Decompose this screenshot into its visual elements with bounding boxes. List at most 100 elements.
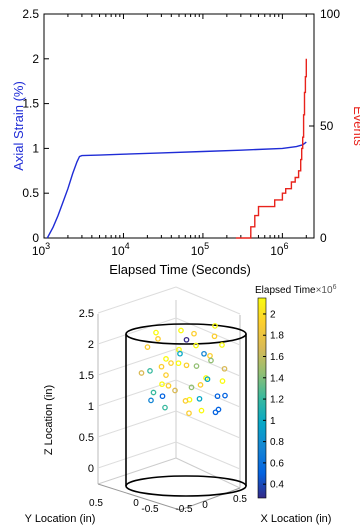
top-y-tick-label: 2 — [32, 52, 39, 66]
y-tick-label: 0.5 — [89, 498, 103, 509]
z-tick-label: 2 — [88, 339, 94, 351]
event-point — [165, 382, 172, 389]
event-point — [222, 392, 228, 399]
top-plot-frame — [43, 13, 315, 239]
event-point — [207, 352, 213, 359]
z-gridline — [97, 286, 177, 314]
top-x-tick-label: 106 — [270, 241, 288, 258]
event-point — [138, 370, 145, 376]
event-point — [183, 336, 190, 343]
colorbar-tick-label: 1 — [270, 416, 276, 427]
event-point — [196, 395, 203, 402]
event-point — [153, 329, 159, 336]
top-y-tick-label: 0.5 — [22, 186, 39, 200]
axial-strain-line — [46, 141, 307, 239]
event-point — [201, 350, 207, 357]
top-y-tick-label: 1.5 — [22, 97, 39, 111]
top-series — [46, 58, 307, 239]
event-point — [177, 350, 183, 357]
colorbar-label: Elapsed Time×106 — [255, 284, 337, 296]
z-gridline — [175, 286, 241, 315]
events-step-line — [235, 58, 307, 239]
colorbar-bar — [257, 297, 267, 499]
top-y-right-tick-label: 50 — [320, 119, 334, 133]
specimen-cylinder — [125, 323, 247, 497]
top-chart: 103 104 105 106 0 0.5 1 1.5 2 2.5 0 50 100 Axial Str… — [11, 7, 360, 277]
bottom-chart: 00.511.522.50.5 0-0.5 -0.5 00.5 Z Location … — [25, 284, 337, 525]
event-point — [219, 342, 225, 348]
event-point — [219, 378, 226, 384]
event-point — [193, 363, 200, 369]
y-tick-label: -0.5 — [141, 504, 159, 515]
colorbar-tick-label: 1.4 — [270, 373, 284, 384]
event-point — [155, 336, 161, 342]
event-point — [188, 384, 195, 391]
bottom-x-axis-label: X Location (in) — [261, 513, 332, 525]
top-ticks: 103 104 105 106 0 0.5 1 1.5 2 2.5 0 50 100 — [22, 7, 340, 258]
x-tick-label: 0 — [202, 500, 208, 511]
event-point — [183, 362, 190, 369]
event-point — [182, 398, 189, 404]
top-y-axis-label: Axial Strain (%) — [11, 81, 26, 171]
z-gridline — [97, 441, 177, 469]
bottom-y-axis-label: Y Location (in) — [25, 513, 96, 525]
z-tick-label: 0.5 — [79, 432, 94, 444]
z-gridline — [97, 317, 177, 345]
event-point — [214, 393, 221, 400]
event-point — [198, 407, 205, 414]
colorbar-tick-label: 1.6 — [270, 352, 284, 363]
event-point — [159, 381, 165, 388]
colorbar-tick-label: 0.8 — [270, 437, 284, 448]
top-y-right-tick-label: 100 — [320, 7, 340, 21]
z-tick-label: 0 — [88, 463, 94, 475]
event-point — [208, 357, 214, 364]
top-y-tick-label: 0 — [32, 231, 39, 245]
top-y-right-tick-label: 0 — [320, 231, 327, 245]
event-point — [178, 327, 184, 334]
top-y-axis-right-label: Events — [351, 106, 360, 146]
z-gridline — [175, 410, 241, 439]
top-x-tick-label: 103 — [32, 241, 50, 258]
event-point — [163, 372, 169, 378]
bottom-z-axis-label: Z Location (in) — [43, 385, 55, 455]
z-gridline — [97, 410, 177, 438]
z-tick-label: 1.5 — [79, 370, 94, 382]
event-point — [193, 342, 199, 349]
event-point — [197, 382, 204, 388]
top-x-tick-label: 105 — [191, 241, 209, 258]
event-point — [144, 344, 151, 350]
event-point — [148, 397, 154, 404]
event-point — [159, 393, 166, 400]
event-point — [175, 360, 182, 367]
3d-grid — [97, 286, 241, 511]
event-point — [147, 368, 153, 374]
z-tick-label: 2.5 — [79, 308, 94, 320]
event-point — [215, 406, 222, 413]
event-points — [138, 323, 228, 417]
top-y-tick-label: 2.5 — [22, 7, 39, 21]
z-gridline — [175, 348, 241, 377]
z-gridline — [175, 441, 241, 470]
z-gridline — [175, 379, 241, 408]
colorbar-tick-label: 0.4 — [270, 480, 284, 491]
event-point — [163, 356, 169, 362]
event-point — [212, 323, 218, 329]
event-point — [191, 330, 197, 337]
colorbar-tick-label: 1.8 — [270, 331, 284, 342]
floor-edge — [97, 457, 177, 485]
event-point — [204, 376, 211, 383]
floor-edge — [175, 457, 241, 489]
colorbar-tick-label: 0.6 — [270, 458, 284, 469]
z-tick-label: 1 — [88, 401, 94, 413]
event-point — [211, 333, 218, 340]
z-gridline — [97, 379, 177, 407]
colorbar: 2 1.8 1.6 1.4 1.2 1 0.8 0.6 0.4 — [257, 297, 284, 499]
event-point — [172, 387, 178, 394]
z-gridline — [97, 348, 177, 376]
colorbar-tick-label: 1.2 — [270, 395, 284, 406]
event-point — [150, 389, 157, 396]
cylinder-top-ellipse — [125, 323, 247, 345]
event-point — [168, 360, 174, 366]
event-point — [162, 404, 168, 411]
